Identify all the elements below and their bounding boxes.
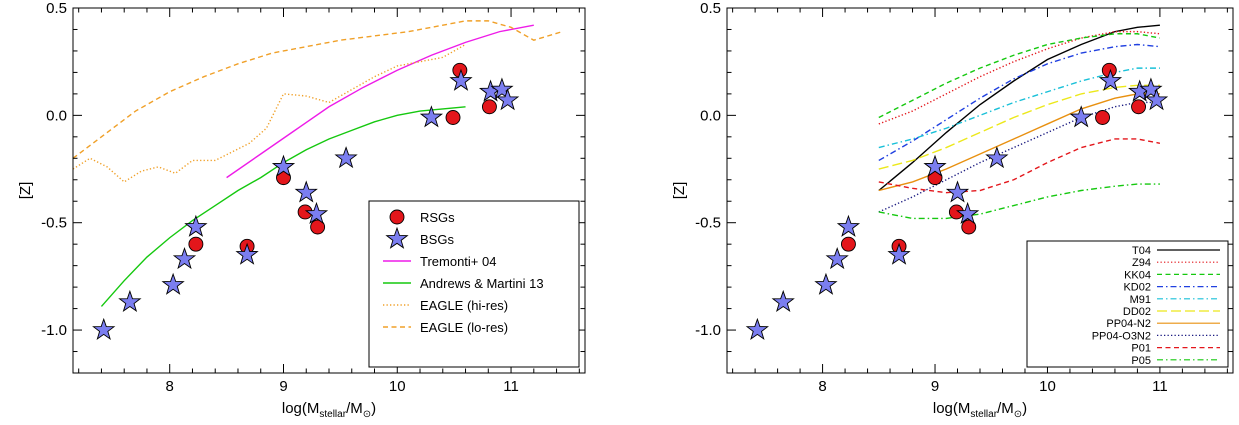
bsg-point xyxy=(334,146,358,169)
rsg-point xyxy=(840,236,856,252)
rsg-point xyxy=(445,110,461,125)
legend-marker-rsgs xyxy=(389,209,405,225)
legend-label: P01 xyxy=(1131,343,1151,355)
x-axis-label: log(Mstellar/M⊙) xyxy=(282,400,376,420)
x-tick-label: 11 xyxy=(1152,378,1168,395)
x-tick-label: 9 xyxy=(931,378,939,395)
bsg-point xyxy=(887,242,911,265)
y-axis-label: [Z] xyxy=(17,182,34,200)
y-tick-label: 0.0 xyxy=(46,107,67,124)
legend-label: KD02 xyxy=(1123,282,1151,294)
bsg-point xyxy=(184,214,208,237)
series-line-eagle-hi-res- xyxy=(73,43,466,183)
bsg-point xyxy=(825,246,849,270)
series-line-p01 xyxy=(878,138,1161,194)
bsg-point xyxy=(92,317,116,340)
legend-label: KK04 xyxy=(1124,269,1151,281)
bsg-point xyxy=(304,201,329,225)
rsg-point xyxy=(1131,99,1146,115)
series-line-p05 xyxy=(878,183,1160,220)
x-tick-label: 8 xyxy=(818,378,826,395)
rsg-point xyxy=(961,219,977,235)
bsg-point xyxy=(235,242,259,265)
y-tick-label: -0.5 xyxy=(695,215,721,232)
bsg-point xyxy=(814,272,838,295)
bsg-point xyxy=(449,68,473,91)
scatter-points xyxy=(745,62,1169,340)
legend-marker-bsgs xyxy=(385,226,409,249)
rsg-point xyxy=(481,99,497,115)
x-tick-label: 9 xyxy=(279,378,287,395)
legend-label: EAGLE (lo-res) xyxy=(420,320,508,335)
legend-label: EAGLE (hi-res) xyxy=(420,298,508,313)
legend-label: PP04-O3N2 xyxy=(1092,330,1151,342)
legend: RSGs BSGs Tremonti+ 04 Andrews & Martini 13… xyxy=(368,200,580,368)
legend-label: BSGs xyxy=(420,232,454,247)
x-tick-label: 8 xyxy=(166,378,174,395)
x-tick-label: 10 xyxy=(389,378,406,395)
bsg-point xyxy=(1069,105,1093,128)
legend-label: DD02 xyxy=(1123,306,1151,318)
y-axis-label: [Z] xyxy=(671,182,688,200)
bsg-point xyxy=(490,77,514,100)
legend-label: T04 xyxy=(1132,245,1151,257)
bsg-point xyxy=(419,105,444,128)
x-axis-label: log(Mstellar/M⊙) xyxy=(933,400,1027,420)
y-tick-label: 0.5 xyxy=(46,0,67,17)
legend: T04Z94KK04KD02M91DD02PP04-N2PP04-O3N2P01… xyxy=(1026,240,1229,368)
bsg-point xyxy=(172,246,197,270)
right-panel: 8 9 10 11 -1.0 -0.5 0.0 0.5 log(Mstellar/M⊙) [Z] T… xyxy=(671,0,1234,420)
legend-label: Z94 xyxy=(1132,257,1151,269)
x-tick-label: 10 xyxy=(1039,378,1056,395)
bsg-point xyxy=(1098,68,1123,91)
legend-label: P05 xyxy=(1131,355,1151,367)
bsg-point xyxy=(956,201,980,225)
bsg-point xyxy=(945,180,970,203)
series-line-t04 xyxy=(878,24,1160,192)
axis-ticks xyxy=(727,7,1233,374)
series-line-m91 xyxy=(878,67,1160,149)
x-tick-label: 11 xyxy=(503,378,519,395)
y-tick-label: -1.0 xyxy=(41,322,67,339)
y-tick-label: 0.0 xyxy=(700,107,721,124)
line-series-group xyxy=(878,24,1161,220)
bsg-point xyxy=(1139,77,1163,100)
rsg-point xyxy=(1095,110,1111,125)
rsg-point xyxy=(188,236,204,252)
series-line-dd02 xyxy=(878,84,1160,170)
bsg-point xyxy=(771,289,795,313)
series-line-pp04-n2 xyxy=(878,93,1160,192)
y-tick-label: -1.0 xyxy=(695,322,721,339)
legend-label: Tremonti+ 04 xyxy=(420,254,496,269)
bsg-point xyxy=(985,146,1009,169)
bsg-point xyxy=(923,154,947,177)
bsg-point xyxy=(118,289,142,313)
y-tick-label: 0.5 xyxy=(700,0,721,17)
series-line-kd02 xyxy=(878,43,1160,162)
series-line-pp04-o3n2 xyxy=(878,101,1160,213)
rsg-point xyxy=(310,219,326,235)
scatter-points xyxy=(92,62,520,340)
series-line-kk04 xyxy=(878,33,1161,119)
bsg-point xyxy=(271,154,296,177)
series-line-eagle-lo-res- xyxy=(73,20,563,159)
legend-label: PP04-N2 xyxy=(1106,318,1151,330)
series-line-tremonti-04 xyxy=(226,24,534,179)
legend-label: M91 xyxy=(1130,294,1151,306)
bsg-point xyxy=(836,214,861,237)
bsg-point xyxy=(161,272,185,295)
axis-ticks xyxy=(73,7,585,374)
left-panel: 8 9 10 11 -1.0 -0.5 0.0 0.5 log(Mstellar/M⊙) [Z] R… xyxy=(17,0,586,420)
y-tick-label: -0.5 xyxy=(41,215,67,232)
bsg-point xyxy=(294,180,318,203)
bsg-point xyxy=(496,88,520,111)
bsg-point xyxy=(745,317,769,340)
legend-label: Andrews & Martini 13 xyxy=(420,276,544,291)
legend-label: RSGs xyxy=(420,210,455,225)
bsg-point xyxy=(1144,88,1169,111)
